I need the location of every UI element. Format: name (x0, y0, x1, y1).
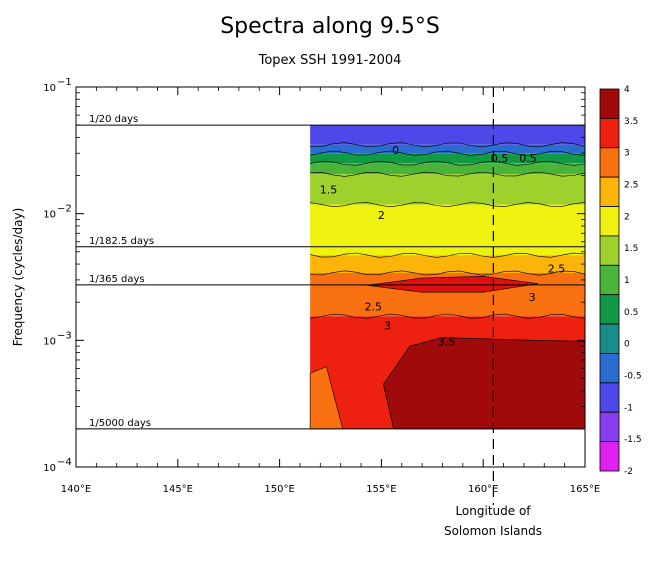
band-0 (310, 125, 585, 145)
reference-label-1: 1/182.5 days (89, 236, 154, 247)
x-tick-label-0: 140°E (61, 484, 91, 495)
colorbar-swatch-4 (599, 206, 620, 237)
contour-label-1: 3.5 (438, 335, 456, 348)
marker-label-line2: Solomon Islands (444, 524, 542, 538)
contour-7 (310, 270, 586, 276)
colorbar-swatch-2 (599, 147, 620, 178)
reference-label-0: 1/20 days (89, 114, 138, 125)
colorbar-label-1: 3.5 (624, 117, 638, 127)
contour-8 (310, 313, 586, 319)
contour-2 (310, 150, 586, 156)
y-tick-label-0: 10 (43, 83, 56, 94)
colorbar-swatch-12 (599, 441, 620, 472)
colorbar-label-3: 2.5 (624, 181, 638, 191)
contour-label-6: 2.5 (365, 300, 383, 313)
colorbar-label-9: -0.5 (624, 372, 642, 382)
colorbar-label-6: 1 (624, 276, 630, 286)
colorbar-swatch-9 (599, 353, 620, 384)
colorbar: 4 3.5 3 2.5 2 1.5 1 0.5 0 -0.5 -1 -1.5 -2 (599, 85, 642, 477)
y-tick-exponent-0: −1 (57, 77, 72, 88)
band-2 (310, 153, 585, 164)
colorbar-label-4: 2 (624, 212, 630, 222)
contour-4 (310, 171, 586, 177)
y-tick-label-1: 10 (43, 210, 56, 221)
peak-lobe (383, 337, 586, 430)
contour-label-5: 2.5 (548, 262, 566, 275)
x-tick-label-5: 165°E (570, 484, 600, 495)
marker-label-line1: Longitude of (455, 504, 531, 518)
band-4 (310, 174, 585, 205)
y-axis-label: Frequency (cycles/day) (11, 208, 25, 347)
x-tick-label-2: 150°E (264, 484, 294, 495)
contour-6 (310, 252, 586, 258)
y-tick-exponent-2: −3 (57, 330, 72, 341)
annual-streak (367, 275, 539, 293)
colorbar-label-8: 0 (624, 340, 630, 350)
plot-layer: 33.50.5 0.532.52.521.50 (309, 125, 586, 430)
colorbar-swatch-3 (599, 176, 620, 207)
y-tick-label-2: 10 (43, 336, 56, 347)
colorbar-swatch-8 (599, 323, 620, 354)
colorbar-swatch-0 (599, 88, 620, 119)
chart-subtitle: Topex SSH 1991-2004 (258, 53, 402, 68)
reference-label-3: 1/5000 days (89, 418, 151, 429)
colorbar-label-0: 4 (624, 85, 630, 95)
y-tick-exponent-3: −4 (57, 457, 72, 468)
contour-label-4: 3 (529, 291, 536, 304)
colorbar-label-5: 1.5 (624, 244, 638, 254)
contour-label-0: 3 (384, 319, 391, 332)
colorbar-label-11: -1.5 (624, 435, 642, 445)
contour-label-9: 0 (392, 144, 399, 157)
colorbar-swatch-10 (599, 382, 620, 413)
colorbar-label-2: 3 (624, 149, 630, 159)
contour-label-2: 0.5 (491, 152, 509, 165)
y-tick-exponent-1: −2 (57, 204, 72, 215)
contour-label-3: 0.5 (519, 152, 537, 165)
band-6 (310, 255, 585, 274)
colorbar-label-12: -2 (624, 467, 633, 477)
chart-title: Spectra along 9.5°S (220, 14, 440, 39)
colorbar-label-7: 0.5 (624, 308, 638, 318)
band-3 (310, 163, 585, 175)
band-5 (310, 204, 585, 256)
colorbar-swatch-5 (599, 235, 620, 266)
reference-label-2: 1/365 days (89, 274, 145, 285)
colorbar-label-10: -1 (624, 403, 633, 413)
x-tick-label-3: 155°E (366, 484, 396, 495)
contour-3 (310, 160, 586, 166)
contour-label-8: 1.5 (320, 184, 338, 197)
y-tick-label-3: 10 (43, 463, 56, 474)
band-1 (310, 144, 585, 154)
colorbar-swatch-6 (599, 264, 620, 296)
contour-5 (310, 202, 586, 208)
plot-frame (75, 86, 586, 468)
contour-1 (310, 142, 586, 148)
colorbar-swatch-7 (599, 294, 620, 325)
x-tick-label-4: 160°E (468, 484, 498, 495)
frame-layer: 1/20 days 1/182.5 days 1/365 days 1/5000 da… (43, 77, 600, 505)
contour-label-7: 2 (378, 209, 385, 222)
colorbar-swatch-11 (599, 411, 620, 443)
x-tick-label-1: 145°E (163, 484, 193, 495)
colorbar-swatch-1 (599, 117, 620, 149)
